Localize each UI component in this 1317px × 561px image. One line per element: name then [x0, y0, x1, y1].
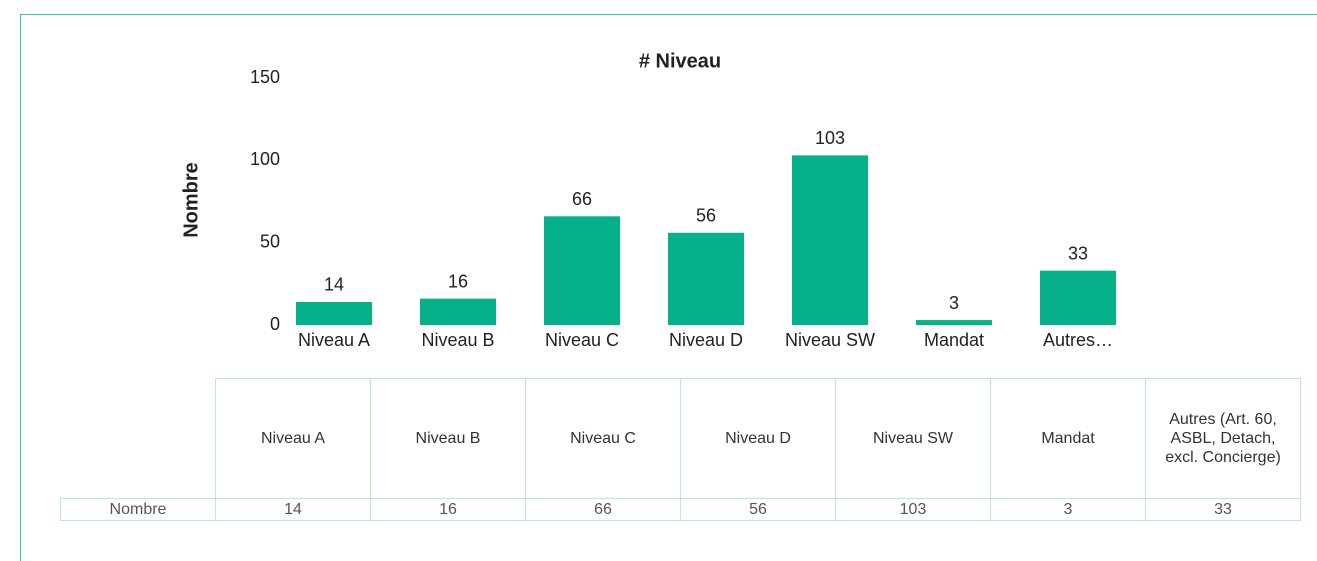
- table-row-label: Nombre: [60, 498, 216, 521]
- table-value-cell: 56: [680, 498, 836, 521]
- x-tick-label: Niveau SW: [785, 330, 875, 350]
- table-value-cell: 33: [1145, 498, 1301, 521]
- x-tick-label: Niveau D: [669, 330, 743, 350]
- table-header-cell: Niveau B: [370, 378, 526, 499]
- data-label: 103: [815, 128, 845, 148]
- table-header-cell: Niveau A: [215, 378, 371, 499]
- data-label: 56: [696, 206, 716, 226]
- y-tick-label: 50: [260, 231, 280, 251]
- bar: [668, 232, 744, 325]
- x-tick-label: Autres…: [1043, 330, 1113, 350]
- table-header-cell: Mandat: [990, 378, 1146, 499]
- x-tick-label: Niveau C: [545, 330, 619, 350]
- chart: # Niveau Nombre 0 50 100 150 Niveau A 14 Nivea…: [180, 50, 1116, 350]
- y-tick-label: 100: [250, 149, 280, 169]
- table-value-cell: 66: [525, 498, 681, 521]
- table-header-cell: Niveau C: [525, 378, 681, 499]
- x-tick-label: Niveau A: [298, 330, 370, 350]
- bar: [544, 216, 620, 325]
- table-header-cell: Niveau D: [680, 378, 836, 499]
- bar: [1040, 270, 1116, 325]
- table-header-cell: Autres (Art. 60, ASBL, Detach, excl. Con…: [1145, 378, 1301, 499]
- table-value-cell: 14: [215, 498, 371, 521]
- x-tick-label: Niveau B: [421, 330, 494, 350]
- x-tick-label: Mandat: [924, 330, 984, 350]
- bar: [296, 301, 372, 325]
- y-tick-label: 150: [250, 67, 280, 87]
- data-label: 3: [949, 293, 959, 313]
- frame: [20, 14, 1317, 561]
- bar: [916, 320, 992, 325]
- table-value-cell: 103: [835, 498, 991, 521]
- y-axis-label: Nombre: [180, 162, 202, 238]
- bar: [420, 298, 496, 325]
- data-label: 66: [572, 189, 592, 209]
- y-tick-label: 0: [270, 314, 280, 334]
- table-value-cell: 3: [990, 498, 1146, 521]
- data-label: 33: [1068, 243, 1088, 263]
- table-value-cell: 16: [370, 498, 526, 521]
- data-label: 14: [324, 275, 344, 295]
- data-label: 16: [448, 271, 468, 291]
- bar: [792, 155, 868, 325]
- chart-title: # Niveau: [639, 50, 721, 72]
- table-header-cell: Niveau SW: [835, 378, 991, 499]
